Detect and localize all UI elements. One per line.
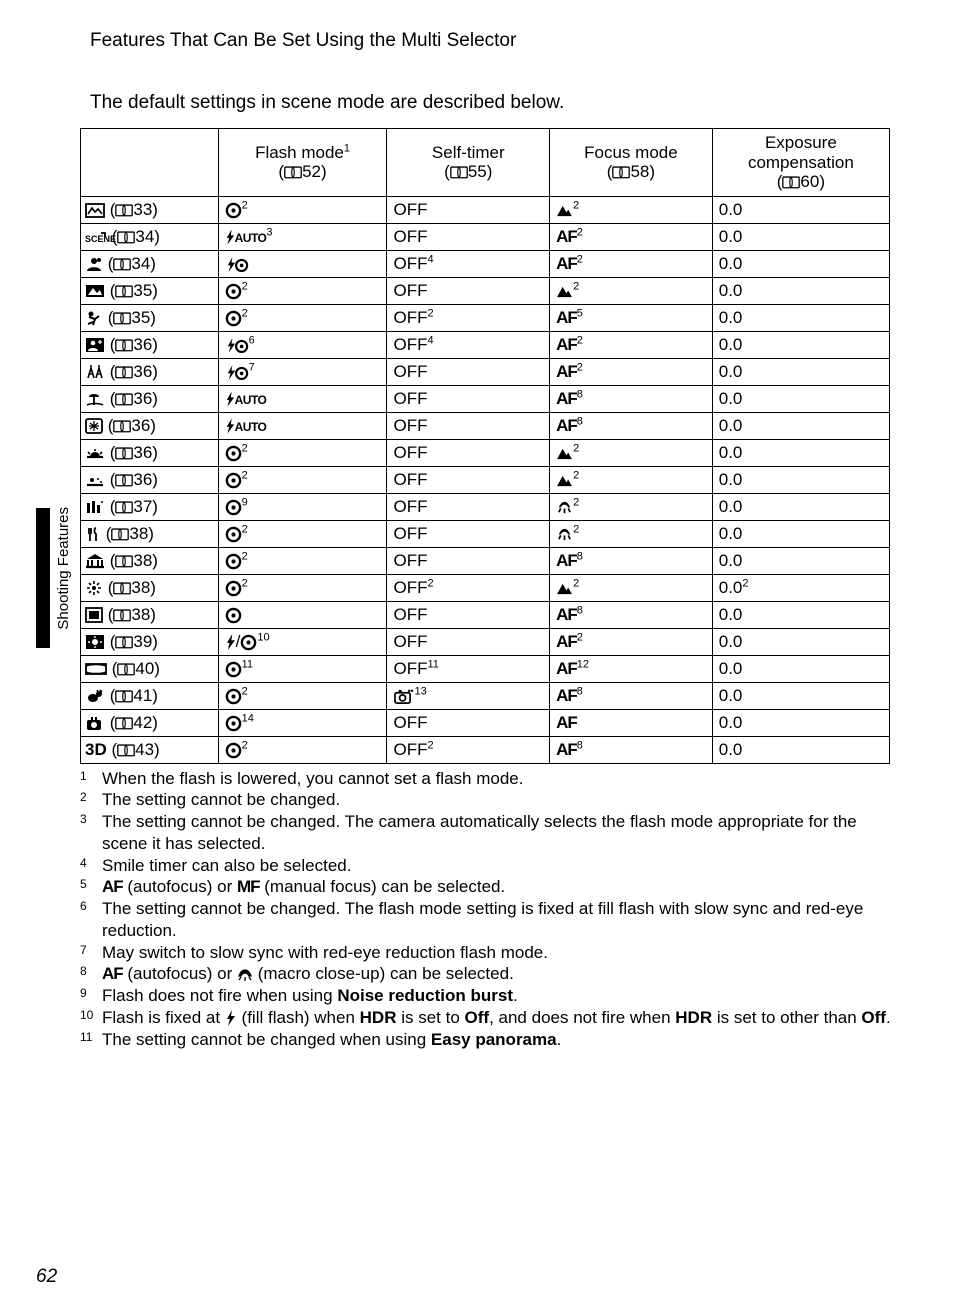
svg-text:SCENE: SCENE bbox=[85, 234, 116, 244]
table-row: (41)213AF80.0 bbox=[81, 682, 890, 709]
col-focus: Focus mode(58) bbox=[550, 129, 713, 197]
page-header: Features That Can Be Set Using the Multi… bbox=[90, 30, 902, 52]
footnote: 11The setting cannot be changed when usi… bbox=[80, 1029, 892, 1051]
footnote: 1When the flash is lowered, you cannot s… bbox=[80, 768, 892, 790]
intro-text: The default settings in scene mode are d… bbox=[90, 92, 902, 114]
footnote: 6The setting cannot be changed. The flas… bbox=[80, 898, 892, 942]
table-row: (34)OFF4AF20.0 bbox=[81, 250, 890, 277]
footnote: 4Smile timer can also be selected. bbox=[80, 855, 892, 877]
col-scene bbox=[81, 129, 219, 197]
table-row: (36)2OFF20.0 bbox=[81, 439, 890, 466]
settings-table: Flash mode1(52) Self-timer(55) Focus mod… bbox=[80, 128, 890, 764]
table-row: (40)11OFF11AF120.0 bbox=[81, 655, 890, 682]
footnote: 8AF (autofocus) or (macro close-up) can … bbox=[80, 963, 892, 985]
table-row: (39)/10OFFAF20.0 bbox=[81, 628, 890, 655]
section-label: Shooting Features bbox=[55, 507, 72, 630]
footnote: 5AF (autofocus) or MF (manual focus) can… bbox=[80, 876, 892, 898]
table-row: (36)AUTOOFFAF80.0 bbox=[81, 385, 890, 412]
table-row: SCENE (34)AUTO3OFFAF20.0 bbox=[81, 223, 890, 250]
table-row: (36)6OFF4AF20.0 bbox=[81, 331, 890, 358]
page-number: 62 bbox=[36, 1266, 57, 1288]
footnote: 3The setting cannot be changed. The came… bbox=[80, 811, 892, 855]
table-row: (42)14OFFAF0.0 bbox=[81, 709, 890, 736]
col-exposure: Exposurecompensation(60) bbox=[712, 129, 889, 197]
table-row: 3D (43)2OFF2AF80.0 bbox=[81, 736, 890, 763]
footnote: 10Flash is fixed at (fill flash) when HD… bbox=[80, 1007, 892, 1029]
footnote: 7May switch to slow sync with red-eye re… bbox=[80, 942, 892, 964]
table-row: (38)2OFFAF80.0 bbox=[81, 547, 890, 574]
footnote: 9Flash does not fire when using Noise re… bbox=[80, 985, 892, 1007]
table-row: (37)9OFF20.0 bbox=[81, 493, 890, 520]
footnote: 2The setting cannot be changed. bbox=[80, 789, 892, 811]
table-row: (33)2OFF20.0 bbox=[81, 196, 890, 223]
footnotes: 1When the flash is lowered, you cannot s… bbox=[80, 768, 892, 1051]
table-row: (38)OFFAF80.0 bbox=[81, 601, 890, 628]
table-row: (38)2OFF220.02 bbox=[81, 574, 890, 601]
col-selftimer: Self-timer(55) bbox=[387, 129, 550, 197]
table-row: (35)2OFF20.0 bbox=[81, 277, 890, 304]
table-row: (36)AUTOOFFAF80.0 bbox=[81, 412, 890, 439]
section-tab bbox=[36, 508, 50, 648]
table-row: (35)2OFF2AF50.0 bbox=[81, 304, 890, 331]
table-row: (36)7OFFAF20.0 bbox=[81, 358, 890, 385]
table-row: (38)2OFF20.0 bbox=[81, 520, 890, 547]
table-row: (36)2OFF20.0 bbox=[81, 466, 890, 493]
col-flash: Flash mode1(52) bbox=[218, 129, 387, 197]
